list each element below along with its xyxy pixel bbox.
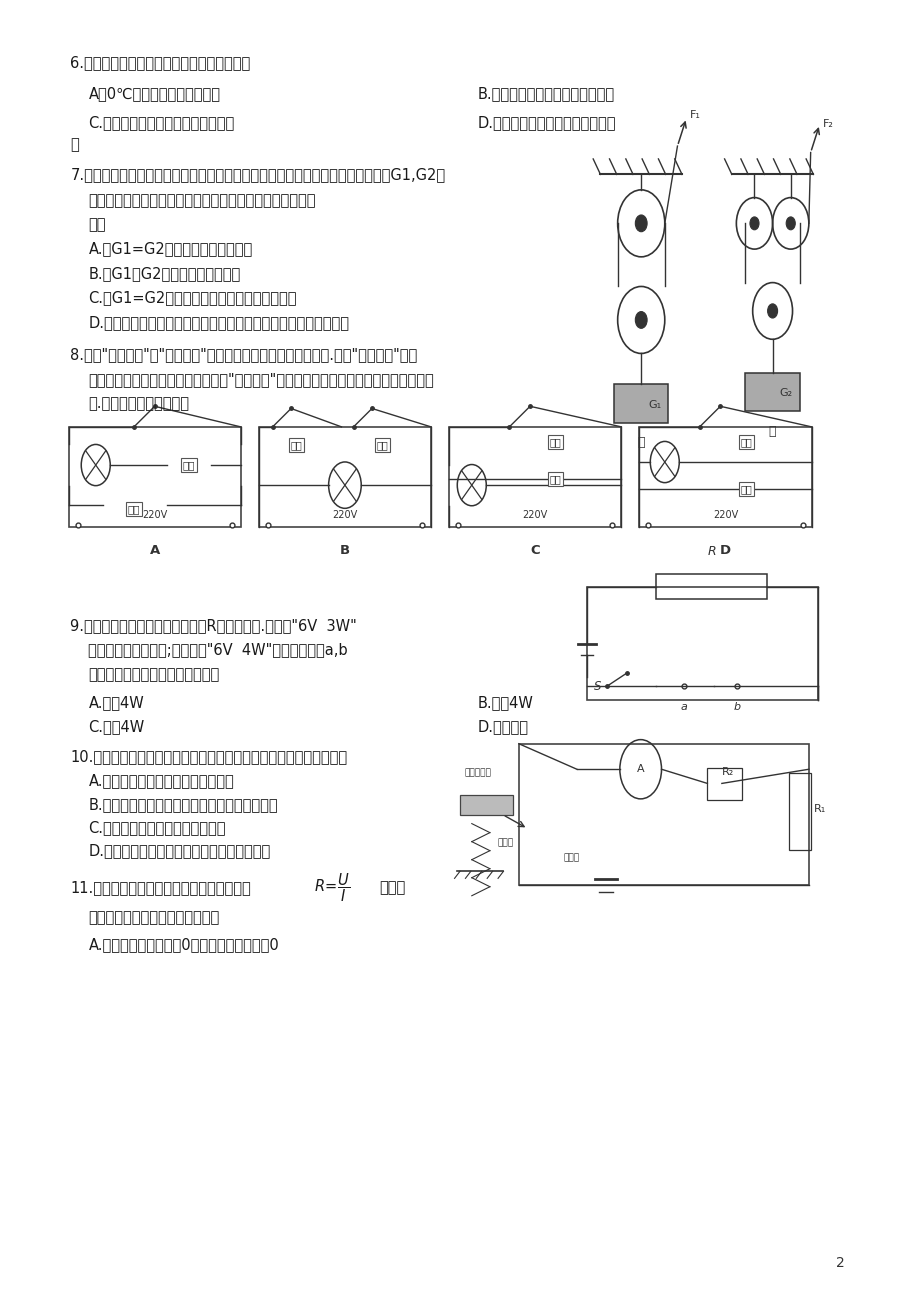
Circle shape [635, 311, 646, 328]
Text: 天黑时自动闭合，天亮时自动断开；"声控开关"能在有声音时自动闭合，无声音时自动断: 天黑时自动闭合，天亮时自动断开；"声控开关"能在有声音时自动闭合，无声音时自动断 [88, 371, 434, 387]
Text: 光控: 光控 [550, 437, 562, 447]
Bar [744, 372, 799, 411]
Text: F₁: F₁ [689, 111, 700, 120]
Text: C.体重显示表是用电流表改装成的: C.体重显示表是用电流表改装成的 [88, 820, 226, 835]
Text: 220V: 220V [142, 509, 167, 519]
Bar [258, 427, 430, 527]
Text: 绝缘层: 绝缘层 [562, 853, 579, 862]
Text: 这个导出公式，下列说法正确的是: 这个导出公式，下列说法正确的是 [88, 910, 220, 926]
Text: F₂: F₂ [823, 120, 834, 129]
Text: B: B [339, 544, 349, 557]
Text: 220V: 220V [332, 509, 357, 519]
Text: 大: 大 [70, 137, 79, 152]
Text: a: a [680, 702, 686, 712]
Bar [707, 768, 741, 801]
Text: D.用甲、乙其中的任何一个滑轮组提起不同的重物，机械效率不变: D.用甲、乙其中的任何一个滑轮组提起不同的重物，机械效率不变 [88, 315, 349, 329]
Text: 声控: 声控 [290, 440, 302, 450]
Text: C.大于4W: C.大于4W [88, 720, 144, 734]
Text: D: D [720, 544, 731, 557]
Bar [448, 427, 620, 527]
Text: A.体重越大，体重显示表的示数越小: A.体重越大，体重显示表的示数越小 [88, 773, 234, 789]
Text: b: b [732, 702, 740, 712]
Text: D.体重测试仪所测体重越大，电路总功率越小: D.体重测试仪所测体重越大，电路总功率越小 [88, 844, 270, 858]
Bar [460, 796, 512, 815]
Text: B.等于4W: B.等于4W [478, 695, 533, 710]
Text: 11.对一个定值电阻，根据欧姆定律可以导出: 11.对一个定值电阻，根据欧姆定律可以导出 [70, 880, 251, 896]
Text: 小灯泡恰能正常发光;若换一个"6V  4W"的小灯泡接在a,b: 小灯泡恰能正常发光;若换一个"6V 4W"的小灯泡接在a,b [88, 642, 347, 658]
Text: G₁: G₁ [648, 400, 661, 410]
Text: 体重测试体: 体重测试体 [464, 768, 491, 777]
Text: B.若G1＞G2，拉力做的总功相同: B.若G1＞G2，拉力做的总功相同 [88, 266, 241, 281]
Text: A: A [636, 764, 644, 775]
Text: 声控: 声控 [128, 504, 140, 514]
Circle shape [766, 303, 777, 318]
Text: $R\!=\!\dfrac{U}{I}$: $R\!=\!\dfrac{U}{I}$ [313, 872, 349, 905]
Text: 乙: 乙 [768, 424, 776, 437]
Text: 6.关于温度、热量和内能，下列说法正确的是: 6.关于温度、热量和内能，下列说法正确的是 [70, 55, 250, 70]
Text: C.若G1=G2，甲的机械效率大于乙的机械效率: C.若G1=G2，甲的机械效率大于乙的机械效率 [88, 290, 297, 306]
Text: 10.如图是一个自动体重测试仪的工作原理图，有关它的说法正确的是: 10.如图是一个自动体重测试仪的工作原理图，有关它的说法正确的是 [70, 749, 347, 764]
Text: D.物体的温度升高时，内能一定增: D.物体的温度升高时，内能一定增 [478, 116, 616, 130]
Text: 2: 2 [835, 1255, 844, 1269]
Text: 的是: 的是 [88, 217, 106, 232]
Text: G₂: G₂ [779, 388, 792, 398]
Bar [788, 772, 811, 850]
Text: D.无法确定: D.无法确定 [478, 720, 528, 734]
Bar [655, 574, 766, 599]
Text: 光控: 光控 [740, 437, 751, 447]
Text: 声控: 声控 [550, 474, 562, 484]
Text: 高相同的高度，不计滑轮组的摩擦与绳重，下列说法中正确: 高相同的高度，不计滑轮组的摩擦与绳重，下列说法中正确 [88, 193, 315, 207]
Text: 绝缘体: 绝缘体 [496, 838, 513, 848]
Text: S: S [594, 680, 601, 693]
Bar [518, 743, 808, 885]
Text: A.若G1=G2，拉力做的额外功相同: A.若G1=G2，拉力做的额外功相同 [88, 242, 253, 256]
Circle shape [635, 215, 646, 232]
Text: B.物体的温度越低，所含热量越少: B.物体的温度越低，所含热量越少 [478, 86, 615, 100]
Text: C.任何两个物体之间都会发生热传递: C.任何两个物体之间都会发生热传递 [88, 116, 234, 130]
Bar [613, 384, 668, 423]
Text: 声控: 声控 [740, 484, 751, 495]
Text: 两点间，则这个小灯泡的实际功率: 两点间，则这个小灯泡的实际功率 [88, 667, 220, 682]
Text: B.体重测试仪电路由于缺少开关，始终处于通路: B.体重测试仪电路由于缺少开关，始终处于通路 [88, 797, 278, 811]
Text: R: R [707, 546, 715, 559]
Text: ，关于: ，关于 [379, 880, 405, 896]
Text: 7.甲、乙两个滑轮组如图所示，其中的每一个滑轮重力都相同，用它们分别将重物G1,G2提: 7.甲、乙两个滑轮组如图所示，其中的每一个滑轮重力都相同，用它们分别将重物G1,… [70, 167, 445, 182]
Text: 光控: 光控 [183, 460, 195, 470]
Text: C: C [530, 544, 539, 557]
Circle shape [786, 217, 794, 229]
Text: 220V: 220V [522, 509, 547, 519]
Text: 8.利用"光控开关"和"声控开关"可以节约居民楼里楼道灯的用电.其中"光控开关"能在: 8.利用"光控开关"和"声控开关"可以节约居民楼里楼道灯的用电.其中"光控开关"… [70, 348, 417, 362]
Text: A: A [150, 544, 160, 557]
Bar [586, 587, 817, 700]
Text: A.小于4W: A.小于4W [88, 695, 144, 710]
Text: A.当导体两端的电压为0时，导体的电阻也为0: A.当导体两端的电压为0时，导体的电阻也为0 [88, 937, 279, 952]
Text: A．0℃的冰块，内能一定为零: A．0℃的冰块，内能一定为零 [88, 86, 221, 100]
Bar [639, 427, 811, 527]
Text: 光控: 光控 [377, 440, 388, 450]
Text: 220V: 220V [712, 509, 737, 519]
Text: 甲: 甲 [637, 436, 644, 449]
Text: 开.下列电路图中合理的是: 开.下列电路图中合理的是 [88, 396, 189, 411]
Text: 9.如图所示电路，电源电压不变，R是定值电阻.将一个"6V  3W": 9.如图所示电路，电源电压不变，R是定值电阻.将一个"6V 3W" [70, 617, 357, 633]
Circle shape [749, 217, 758, 229]
Text: R₂: R₂ [720, 767, 733, 777]
Text: R₁: R₁ [813, 803, 825, 814]
Bar [69, 427, 241, 527]
